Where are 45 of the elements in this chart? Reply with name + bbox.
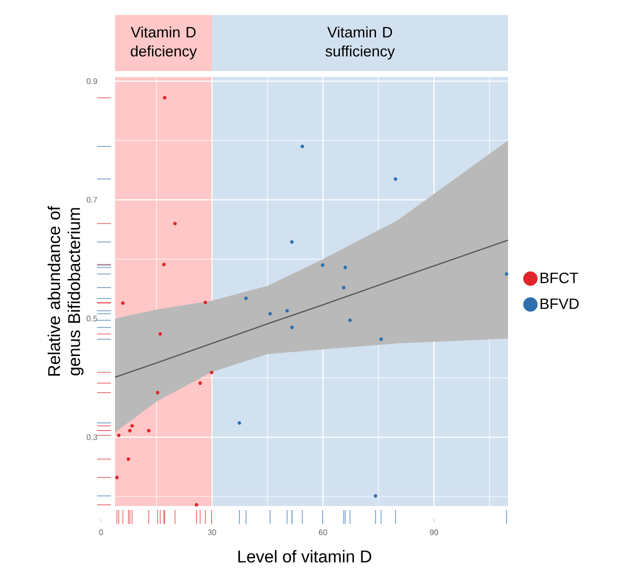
point — [348, 318, 352, 322]
point — [121, 301, 125, 305]
point — [374, 494, 378, 498]
x-tick-label: 90 — [430, 530, 438, 536]
point — [210, 370, 214, 374]
band-label: Vitamin D sufficiency — [326, 26, 395, 60]
point — [290, 240, 294, 244]
point — [268, 312, 272, 316]
x-tick-label: 60 — [318, 530, 328, 536]
x-tick-label: 30 — [208, 530, 216, 536]
point — [146, 428, 151, 432]
point — [394, 177, 398, 181]
band-label: Vitamin D deficiency — [130, 26, 197, 60]
point — [115, 476, 119, 480]
point — [194, 503, 198, 507]
point — [320, 263, 324, 267]
y-tick-label: 0.5 — [86, 316, 98, 322]
point — [162, 96, 166, 100]
point — [128, 428, 132, 432]
point — [130, 424, 134, 428]
x-axis-title: Level of vitamin D — [238, 550, 372, 563]
y-tick-label: 0.7 — [86, 196, 98, 203]
point — [285, 308, 289, 313]
point — [173, 222, 177, 226]
point — [244, 296, 248, 300]
legend-label: BFCT — [540, 272, 578, 284]
point — [300, 144, 304, 148]
legend-label: BFVD — [540, 298, 579, 309]
point — [379, 337, 383, 342]
y-tick-label: 0.3 — [86, 434, 98, 440]
y-tick-label: 0.9 — [86, 78, 98, 84]
point — [162, 262, 166, 266]
y-axis-title: Relative abundance of genus Bifidobacterium — [48, 206, 84, 376]
point — [156, 390, 160, 394]
x-tick-label: 0 — [99, 530, 103, 536]
point — [238, 421, 242, 425]
point — [126, 457, 130, 461]
point — [116, 434, 121, 438]
point — [343, 266, 348, 270]
point — [290, 326, 294, 330]
point — [204, 300, 208, 304]
point — [158, 332, 162, 336]
point — [504, 272, 508, 276]
point — [342, 286, 346, 290]
point — [198, 381, 202, 385]
